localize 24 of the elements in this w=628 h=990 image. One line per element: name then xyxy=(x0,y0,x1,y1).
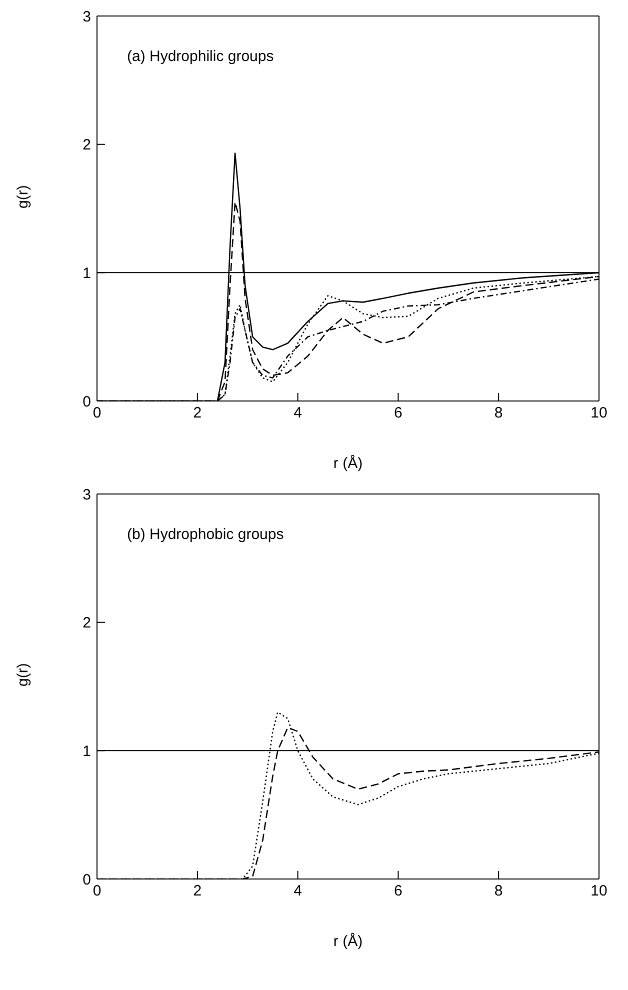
x-tick-label: 2 xyxy=(193,882,202,900)
annotation: (a) Hydrophilic groups xyxy=(127,48,274,65)
x-tick-label: 10 xyxy=(590,404,608,422)
y-axis-title: g(r) xyxy=(14,663,32,686)
y-tick-label: 2 xyxy=(82,136,91,154)
x-tick-label: 6 xyxy=(394,404,402,422)
y-tick-label: 0 xyxy=(82,871,91,888)
y-tick-label: 3 xyxy=(82,8,91,26)
y-axis-title: g(r) xyxy=(14,185,32,208)
y-tick-label: 1 xyxy=(82,742,91,760)
x-tick-label: 4 xyxy=(294,882,302,900)
x-axis-title: r (Å) xyxy=(333,454,363,472)
annotation: (b) Hydrophobic groups xyxy=(127,526,284,543)
y-tick-label: 0 xyxy=(82,393,91,410)
x-tick-label: 10 xyxy=(590,882,608,900)
y-tick-label: 2 xyxy=(82,614,91,632)
x-tick-label: 6 xyxy=(394,882,402,900)
x-tick-label: 8 xyxy=(494,882,503,900)
y-tick-label: 1 xyxy=(82,264,91,282)
x-axis-title: r (Å) xyxy=(333,932,363,950)
x-tick-label: 8 xyxy=(494,404,503,422)
x-tick-label: 4 xyxy=(294,404,302,422)
y-tick-label: 3 xyxy=(82,486,91,504)
x-tick-label: 2 xyxy=(193,404,202,422)
